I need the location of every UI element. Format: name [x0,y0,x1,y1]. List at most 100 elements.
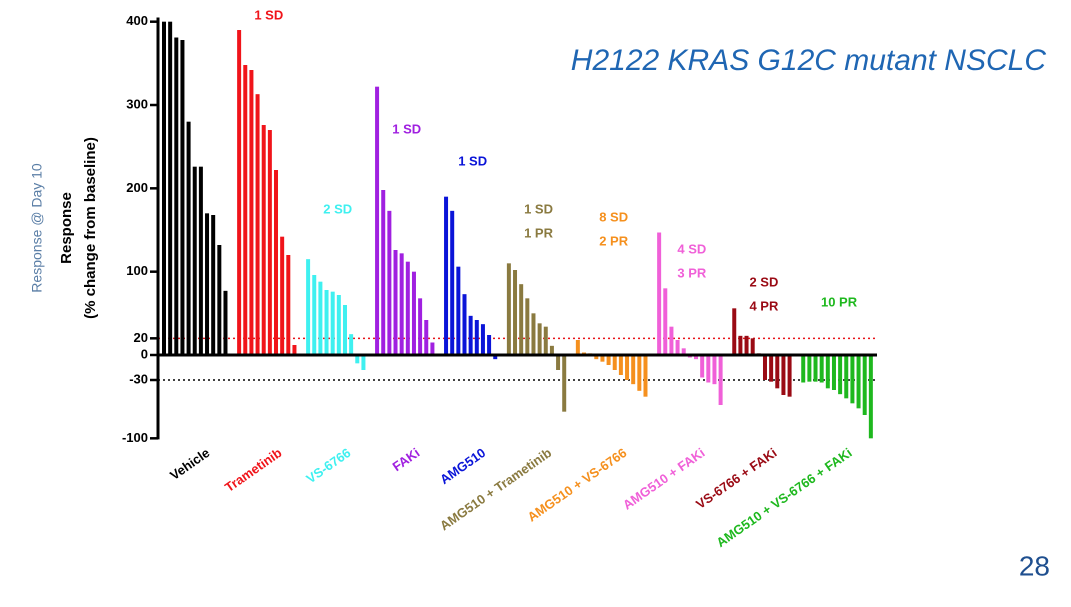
bar [549,345,554,355]
bar [381,190,386,355]
bar [700,355,705,378]
bar [856,355,861,409]
bar [387,210,392,355]
bar [312,275,317,355]
group-label: Vehicle [167,445,212,483]
bar [738,335,743,355]
y-tick-label: 200 [126,180,148,195]
bar [537,323,542,355]
bar [825,355,830,389]
bar [850,355,855,404]
y-tick-label: 0 [141,346,148,361]
bar [255,94,260,356]
bar [718,355,723,405]
bar [405,261,410,355]
bar [430,342,435,355]
bar [162,21,166,356]
bar [513,270,518,355]
annotation: 10 PR [821,294,858,309]
side-label: Response @ Day 10 [29,163,45,293]
y-tick-label: 20 [134,330,148,345]
bar [844,355,849,399]
bar [675,340,680,355]
bar [543,326,548,355]
bar [243,65,248,355]
bar [625,355,630,380]
group-label: VS-6766 [303,445,353,486]
bar [706,355,711,383]
bar [787,355,792,397]
bar [487,335,492,355]
annotation: 1 SD [254,7,283,22]
bar [643,355,648,397]
bar [744,335,749,355]
bar [694,355,699,360]
bar [330,291,335,355]
bar [361,355,366,370]
annotation: 2 SD [323,201,352,216]
bar [393,250,398,355]
bar [594,355,599,360]
y-tick-label: -100 [122,430,148,445]
annotation: 4 SD [677,241,706,256]
bar [681,348,686,355]
group-label: AMG510 [437,445,488,487]
bar [217,245,222,355]
annotation: 2 SD [749,274,778,289]
annotation: 1 SD [392,121,421,136]
bar [306,259,311,355]
bar [318,281,323,355]
bar [762,355,767,380]
bar [480,324,485,355]
annotation: 1 PR [524,225,554,240]
bar [769,355,774,382]
page-number: 28 [1019,550,1050,581]
bar [249,70,254,355]
bar [474,320,479,355]
chart-title: H2122 KRAS G12C mutant NSCLC [571,44,1047,77]
y-tick-label: 300 [126,96,148,111]
bar [732,308,737,355]
bar [349,334,354,355]
group-label: AMG510 + VS-6766 + FAKi [714,445,855,550]
bar [637,355,642,391]
bar [801,355,806,383]
bar [286,255,291,355]
bar [450,210,455,355]
bar [612,355,617,370]
y-tick-label: 100 [126,263,148,278]
bar [669,326,674,355]
bar [186,121,191,356]
bar [862,355,867,415]
bar [342,305,347,355]
bar [180,40,185,355]
annotation: 4 PR [749,298,779,313]
bar [411,271,416,355]
annotation: 8 SD [599,209,628,224]
bar [631,355,636,385]
bar [174,37,179,356]
bar [525,298,530,355]
bar [775,355,780,389]
bar [657,232,662,355]
bar [324,290,329,355]
annotation: 1 SD [524,201,553,216]
bar [261,125,266,355]
bar [575,340,580,355]
bar [355,355,360,364]
bar [838,355,843,395]
bar [237,30,242,355]
bar [292,345,297,355]
bar [813,355,818,382]
y-axis-title: (% change from baseline) [82,137,99,319]
bar [205,213,210,355]
bar [750,338,755,355]
group-label: FAKi [390,445,423,474]
bar [663,288,668,355]
bar [456,266,461,355]
bar [781,355,786,395]
y-tick-label: 400 [126,13,148,28]
bar [819,355,824,383]
annotation: 2 PR [599,233,629,248]
